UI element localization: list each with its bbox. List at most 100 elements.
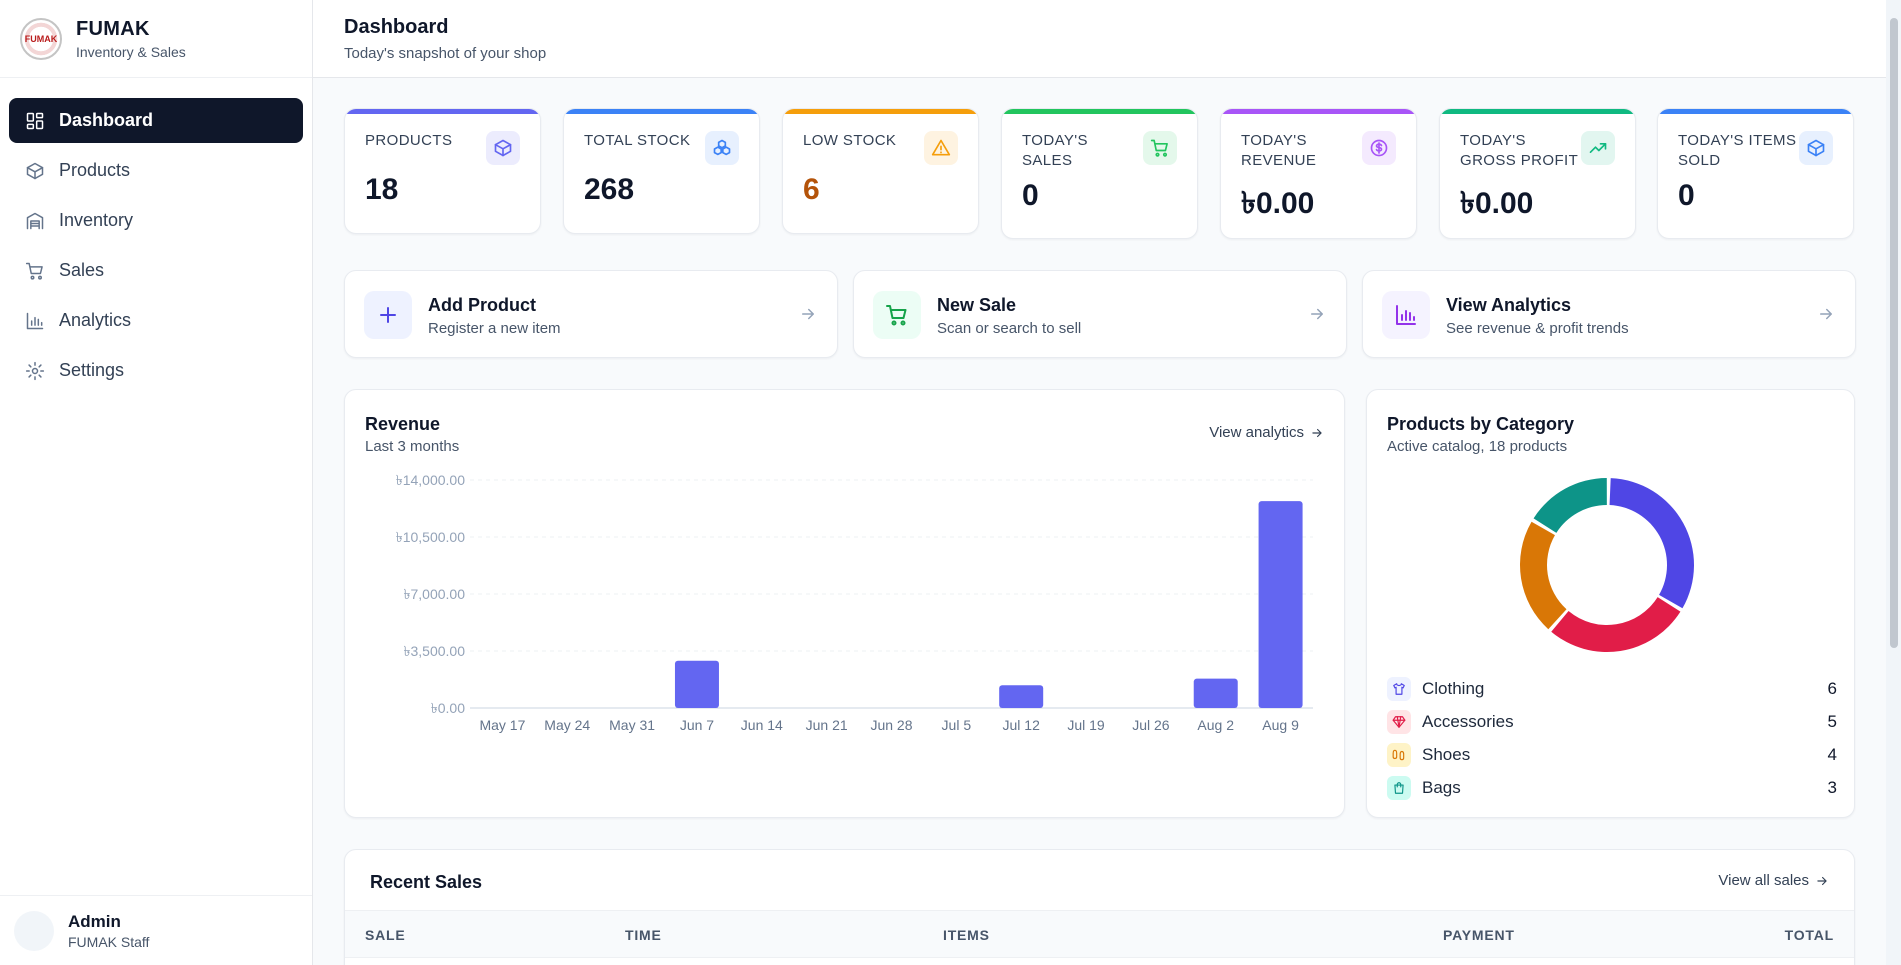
category-count: 4 bbox=[1827, 744, 1837, 764]
sidebar-item-label: Dashboard bbox=[59, 110, 154, 130]
stat-label: PRODUCTS bbox=[365, 132, 453, 149]
column-items[interactable]: ITEMS bbox=[943, 927, 990, 943]
column-time[interactable]: TIME bbox=[625, 927, 662, 943]
category-count: 5 bbox=[1827, 711, 1837, 731]
stat-accent-bar bbox=[1002, 109, 1197, 114]
stat-icon-wrap bbox=[1799, 131, 1833, 165]
nav-icon-wrap bbox=[25, 211, 45, 231]
stat-card-today-s-revenue: TODAY'S REVENUE ৳0.00 bbox=[1220, 108, 1417, 239]
column-payment[interactable]: PAYMENT bbox=[1443, 927, 1515, 943]
revenue-subtitle: Last 3 months bbox=[365, 438, 460, 455]
x-tick-label: Aug 2 bbox=[1197, 717, 1234, 733]
donut-slice-accessories[interactable] bbox=[1551, 597, 1681, 652]
category-count: 3 bbox=[1827, 777, 1837, 797]
category-count: 6 bbox=[1827, 678, 1837, 698]
sidebar-item-sales[interactable]: Sales bbox=[9, 248, 303, 293]
category-name: Accessories bbox=[1422, 711, 1514, 731]
quick-action-title: Add Product bbox=[428, 295, 536, 315]
cubes-icon bbox=[713, 139, 731, 156]
column-sale[interactable]: SALE bbox=[365, 927, 406, 943]
stat-value: 0 bbox=[1678, 179, 1695, 212]
category-icon-wrap bbox=[1387, 709, 1411, 734]
page-title: Dashboard bbox=[344, 16, 449, 38]
nav-icon-wrap bbox=[25, 111, 45, 131]
category-icon-wrap bbox=[1387, 676, 1411, 701]
arrow-right-icon bbox=[1820, 308, 1832, 320]
category-row-clothing: Clothing 6 bbox=[1387, 672, 1837, 705]
sidebar-item-inventory[interactable]: Inventory bbox=[9, 198, 303, 243]
donut-slice-clothing[interactable] bbox=[1609, 478, 1694, 609]
y-tick-label: ৳10,500.00 bbox=[396, 529, 465, 545]
sidebar-nav: Dashboard Products Inventory Sales Analytics… bbox=[0, 78, 312, 393]
sidebar-item-label: Sales bbox=[59, 260, 105, 280]
quick-action-subtitle: Register a new item bbox=[428, 320, 561, 337]
avatar bbox=[14, 910, 54, 951]
view-analytics-link[interactable]: View analytics bbox=[1209, 424, 1324, 441]
x-tick-label: Jul 19 bbox=[1067, 717, 1105, 733]
recent-sales-table-header: SALE TIME ITEMS PAYMENT TOTAL bbox=[345, 910, 1854, 958]
page-header: Dashboard Today's snapshot of your shop bbox=[313, 0, 1886, 78]
category-panel: Products by Category Active catalog, 18 … bbox=[1366, 389, 1855, 818]
stat-accent-bar bbox=[783, 109, 978, 114]
recent-sales-title: Recent Sales bbox=[370, 872, 483, 892]
quick-action-new-sale[interactable]: New Sale Scan or search to sell bbox=[853, 270, 1347, 358]
cart-icon bbox=[886, 305, 907, 326]
brand[interactable]: FUMAK FUMAK Inventory & Sales bbox=[0, 0, 312, 78]
stat-value: 18 bbox=[365, 173, 399, 206]
quick-action-view-analytics[interactable]: View Analytics See revenue & profit trend… bbox=[1362, 270, 1856, 358]
category-name: Shoes bbox=[1422, 744, 1471, 764]
category-icon-wrap bbox=[1387, 775, 1411, 800]
quick-action-subtitle: Scan or search to sell bbox=[937, 320, 1082, 337]
view-all-sales-link[interactable]: View all sales bbox=[1718, 872, 1829, 889]
sidebar-item-analytics[interactable]: Analytics bbox=[9, 298, 303, 343]
stat-accent-bar bbox=[1440, 109, 1635, 114]
sidebar: FUMAK FUMAK Inventory & Sales Dashboard P… bbox=[0, 0, 313, 965]
scrollbar-thumb[interactable] bbox=[1890, 18, 1898, 648]
bar-jun-7[interactable] bbox=[674, 660, 719, 708]
stat-icon-wrap bbox=[486, 131, 520, 165]
quick-action-subtitle: See revenue & profit trends bbox=[1446, 320, 1629, 337]
revenue-chart: ৳0.00 ৳3,500.00 ৳7,000.00 ৳10,500.00 ৳14,000… bbox=[396, 472, 1313, 733]
bar-aug-9[interactable] bbox=[1258, 501, 1303, 708]
category-row-bags: Bags 3 bbox=[1387, 771, 1837, 804]
stat-label: TODAY'S SALES bbox=[1022, 132, 1088, 169]
stat-card-total-stock: TOTAL STOCK 268 bbox=[563, 108, 760, 234]
bar-aug-2[interactable] bbox=[1193, 678, 1238, 708]
sidebar-item-label: Products bbox=[59, 160, 131, 180]
category-donut-chart bbox=[1520, 478, 1694, 652]
user-profile[interactable]: Admin FUMAK Staff bbox=[0, 895, 312, 965]
box-icon bbox=[26, 162, 44, 179]
logo-text: FUMAK bbox=[24, 33, 58, 44]
x-tick-label: Jun 28 bbox=[870, 717, 912, 733]
sidebar-item-label: Settings bbox=[59, 360, 125, 380]
gem-icon bbox=[1392, 715, 1406, 728]
revenue-title: Revenue bbox=[365, 414, 441, 434]
arrow-right-icon bbox=[802, 308, 814, 320]
view-all-sales-label: View all sales bbox=[1718, 872, 1809, 889]
sidebar-item-settings[interactable]: Settings bbox=[9, 348, 303, 393]
x-tick-label: Jun 7 bbox=[680, 717, 714, 733]
column-total[interactable]: TOTAL bbox=[1784, 927, 1834, 943]
x-tick-label: May 24 bbox=[544, 717, 590, 733]
stat-icon-wrap bbox=[1362, 131, 1396, 165]
donut-slice-shoes[interactable] bbox=[1520, 521, 1567, 630]
x-tick-label: Aug 9 bbox=[1262, 717, 1299, 733]
category-name: Clothing bbox=[1422, 678, 1485, 698]
stat-icon-wrap bbox=[1581, 131, 1615, 165]
quick-action-title: View Analytics bbox=[1446, 295, 1572, 315]
cart-icon bbox=[25, 262, 43, 280]
sidebar-item-products[interactable]: Products bbox=[9, 148, 303, 193]
brand-subtitle: Inventory & Sales bbox=[76, 43, 186, 60]
bar-chart-icon bbox=[1396, 305, 1416, 325]
scrollbar[interactable] bbox=[1886, 0, 1901, 965]
warning-icon bbox=[931, 139, 951, 156]
arrow-right-icon bbox=[1817, 876, 1827, 885]
stat-icon-wrap bbox=[924, 131, 958, 165]
user-name: Admin bbox=[68, 911, 121, 931]
plus-icon bbox=[380, 307, 396, 323]
sidebar-item-dashboard[interactable]: Dashboard bbox=[9, 98, 303, 143]
stat-card-low-stock: LOW STOCK 6 bbox=[782, 108, 979, 234]
donut-slice-bags[interactable] bbox=[1533, 478, 1607, 533]
bar-jul-12[interactable] bbox=[999, 685, 1044, 708]
quick-action-add-product[interactable]: Add Product Register a new item bbox=[344, 270, 838, 358]
